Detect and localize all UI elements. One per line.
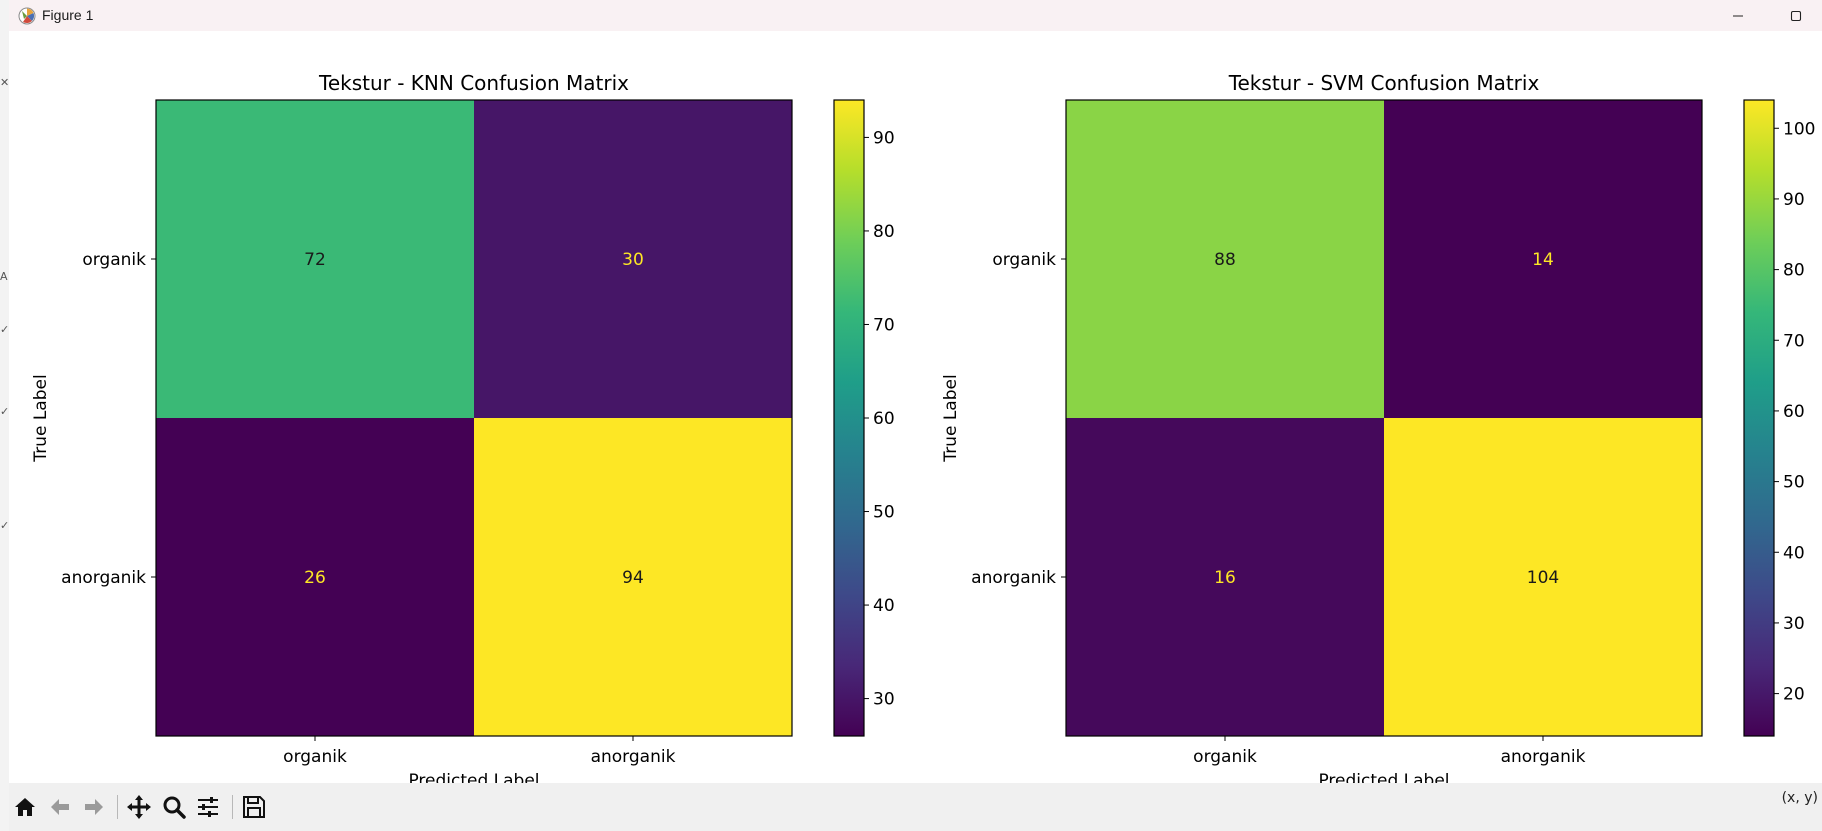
maximize-button[interactable] <box>1773 0 1819 31</box>
cell-value-label: 94 <box>622 568 644 588</box>
cell-value-label: 16 <box>1214 568 1236 588</box>
minimize-button[interactable] <box>1715 0 1761 31</box>
colorbar-tick-label: 90 <box>1783 190 1805 210</box>
configure-subplots-icon <box>198 797 218 817</box>
title-bar: Figure 1 <box>9 0 1822 31</box>
save-button[interactable] <box>240 793 268 821</box>
colorbar-tick-label: 60 <box>873 409 895 429</box>
pan-button[interactable] <box>125 793 153 821</box>
x-tick-label: organik <box>1193 747 1257 767</box>
colorbar-tick-label: 80 <box>1783 261 1805 281</box>
toolbar-separator <box>117 795 118 819</box>
colorbar <box>834 100 864 736</box>
y-tick-label: organik <box>82 250 146 270</box>
colorbar-tick-label: 50 <box>1783 473 1805 493</box>
heatmap-cell <box>1066 100 1384 418</box>
y-tick-label: organik <box>992 250 1056 270</box>
home-icon <box>15 798 35 816</box>
home-button[interactable] <box>11 793 39 821</box>
cell-value-label: 72 <box>304 250 326 270</box>
window-title: Figure 1 <box>42 7 94 23</box>
colorbar-tick-label: 30 <box>1783 614 1805 634</box>
colorbar-tick-label: 50 <box>873 503 895 523</box>
colorbar-tick-label: 100 <box>1783 119 1815 139</box>
cursor-coordinates: (x, y) <box>1781 790 1818 806</box>
y-tick-label: anorganik <box>971 568 1056 588</box>
colorbar-tick-label: 40 <box>1783 543 1805 563</box>
colorbar-tick-label: 30 <box>873 690 895 710</box>
axes-frame <box>155 99 793 737</box>
heatmap-cell <box>474 100 792 418</box>
confusion-matrix-figure: Tekstur - KNN Confusion Matrix 72 30 26 94 or… <box>31 71 1815 783</box>
zoom-button[interactable] <box>160 793 188 821</box>
x-tick-label: anorganik <box>591 747 676 767</box>
axes-frame <box>1065 99 1703 737</box>
figure-canvas[interactable]: Tekstur - KNN Confusion Matrix 72 30 26 94 or… <box>9 31 1822 783</box>
minimize-icon <box>1733 15 1743 16</box>
cell-value-label: 30 <box>622 250 644 270</box>
heatmap-cell <box>156 418 474 736</box>
matplotlib-logo-icon <box>18 7 36 25</box>
zoom-icon <box>163 796 186 819</box>
back-button[interactable] <box>46 793 74 821</box>
x-tick-label: anorganik <box>1501 747 1586 767</box>
forward-button[interactable] <box>80 793 108 821</box>
x-axis-label: Predicted Label <box>1318 771 1449 783</box>
cell-value-label: 14 <box>1532 250 1554 270</box>
colorbar <box>1744 100 1774 736</box>
colorbar-tick-label: 80 <box>873 222 895 242</box>
close-icon: ✕ <box>0 76 10 89</box>
heatmap-cell <box>1384 100 1702 418</box>
colorbar-tick-label: 20 <box>1783 685 1805 705</box>
cell-value-label: 88 <box>1214 250 1236 270</box>
back-arrow-icon <box>51 799 69 815</box>
colorbar-tick-label: 70 <box>873 315 895 335</box>
check-icon: ✓ <box>0 519 10 532</box>
colorbar-frame <box>1743 99 1775 737</box>
heatmap-cell <box>474 418 792 736</box>
y-axis-label: True Label <box>31 374 51 462</box>
colorbar-tick-label: 90 <box>873 128 895 148</box>
x-tick-label: organik <box>283 747 347 767</box>
heatmap-cell <box>1384 418 1702 736</box>
colorbar-tick-label: 70 <box>1783 331 1805 351</box>
chart-title: Tekstur - KNN Confusion Matrix <box>318 71 629 95</box>
figure-window: Figure 1 Tekstur - KNN Confusion Matrix 7… <box>9 0 1822 831</box>
navigation-toolbar: (x, y) <box>9 783 1822 831</box>
save-icon <box>243 796 265 818</box>
configure-subplots-button[interactable] <box>194 793 222 821</box>
x-axis-label: Predicted Label <box>408 771 539 783</box>
y-tick-label: anorganik <box>61 568 146 588</box>
colorbar-tick-label: 40 <box>873 596 895 616</box>
cell-value-label: 104 <box>1527 568 1559 588</box>
cell-value-label: 26 <box>304 568 326 588</box>
check-icon: ✓ <box>0 405 10 418</box>
maximize-icon <box>1790 10 1802 21</box>
heatmap-cell <box>156 100 474 418</box>
background-glyph-icon: A <box>0 270 8 283</box>
heatmap-cell <box>1066 418 1384 736</box>
check-icon: ✓ <box>0 323 10 336</box>
colorbar-tick-label: 60 <box>1783 402 1805 422</box>
toolbar-separator <box>232 795 233 819</box>
pan-icon <box>127 795 151 819</box>
y-axis-label: True Label <box>941 374 961 462</box>
chart-title: Tekstur - SVM Confusion Matrix <box>1228 71 1540 95</box>
forward-arrow-icon <box>85 799 103 815</box>
